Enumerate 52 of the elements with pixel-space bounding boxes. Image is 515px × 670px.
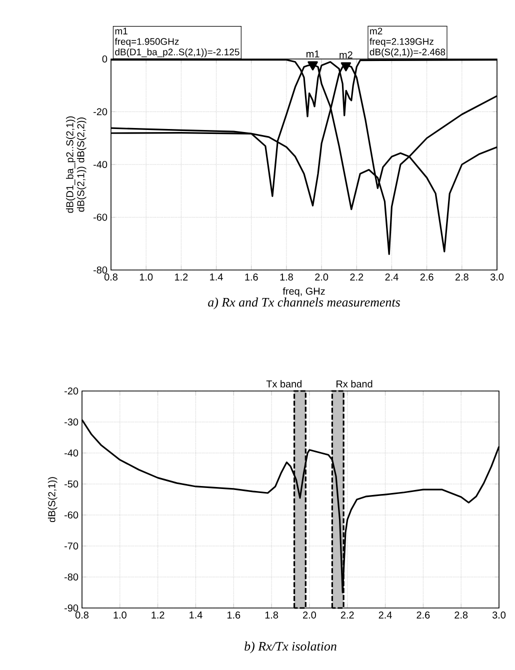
- x-tick-label: 1.8: [265, 612, 278, 619]
- y-tick-label: -50: [64, 480, 78, 488]
- y-tick-label: -30: [64, 418, 78, 426]
- x-tick-label: 1.8: [280, 274, 293, 281]
- y-tick-label: -70: [64, 542, 78, 550]
- x-tick-label: 2.0: [315, 274, 328, 281]
- x-tick-label: 1.0: [140, 274, 153, 281]
- x-tick-label: 2.8: [455, 274, 468, 281]
- x-tick-label: 2.6: [420, 274, 434, 281]
- y-tick-label: -40: [94, 160, 108, 168]
- text: dB(S(2,1))=-2.468: [370, 48, 446, 58]
- x-tick-label: 1.4: [210, 274, 223, 280]
- x-tick-label: 1.4: [190, 612, 202, 618]
- band-label: Rx band: [336, 380, 372, 388]
- text: a) Rx and Tx channels measurements: [208, 298, 400, 310]
- y-tick-label: -80: [94, 266, 108, 274]
- x-tick-label: 3.0: [490, 274, 504, 281]
- y-tick-label: -60: [94, 214, 108, 221]
- y-axis-title: dB(D1_ba_p2..S(2,1)) dB(S(2,1)) dB(S(2,2)): [66, 116, 86, 213]
- x-tick-label: 2.4: [385, 274, 398, 280]
- x-tick-label: 0.8: [75, 612, 88, 619]
- x-tick-label: 2.2: [340, 612, 354, 618]
- x-tick-label: 2.4: [378, 612, 392, 618]
- y-tick-label: -90: [64, 604, 78, 612]
- x-tick-label: 2.8: [454, 612, 468, 619]
- x-tick-label: 2.6: [416, 612, 430, 619]
- x-tick-label: 1.0: [114, 612, 126, 619]
- x-tick-label: 1.2: [175, 274, 188, 280]
- y-tick-label: -60: [64, 511, 78, 519]
- y-tick-label: 0: [102, 55, 108, 63]
- text: b) Rx/Tx isolation: [244, 642, 336, 654]
- text: freq=1.950GHz: [114, 38, 179, 47]
- x-tick-label: 1.6: [245, 274, 258, 281]
- text: m2: [370, 28, 382, 34]
- band-label: Tx band: [266, 380, 302, 388]
- text: dB(D1_ba_p2..S(2,1))=-2.125: [115, 48, 240, 58]
- y-tick-label: -20: [64, 387, 78, 395]
- x-axis-title: freq, GHz: [282, 287, 325, 297]
- y-tick-label: -40: [64, 449, 78, 457]
- text: m1: [115, 28, 128, 34]
- annotation: m1: [306, 50, 320, 58]
- x-tick-label: 0.8: [104, 274, 118, 281]
- y-tick-label: -20: [94, 108, 108, 116]
- x-tick-label: 1.2: [152, 612, 164, 618]
- x-tick-label: 2.2: [350, 274, 364, 280]
- text: freq=2.139GHz: [370, 38, 434, 47]
- y-axis-title: dB(S(2,1)): [48, 477, 58, 522]
- y-tick-label: -80: [64, 573, 78, 581]
- x-tick-label: 3.0: [492, 612, 506, 619]
- annotation: m2: [340, 51, 352, 58]
- x-tick-label: 1.6: [227, 612, 240, 619]
- x-tick-label: 2.0: [303, 612, 316, 619]
